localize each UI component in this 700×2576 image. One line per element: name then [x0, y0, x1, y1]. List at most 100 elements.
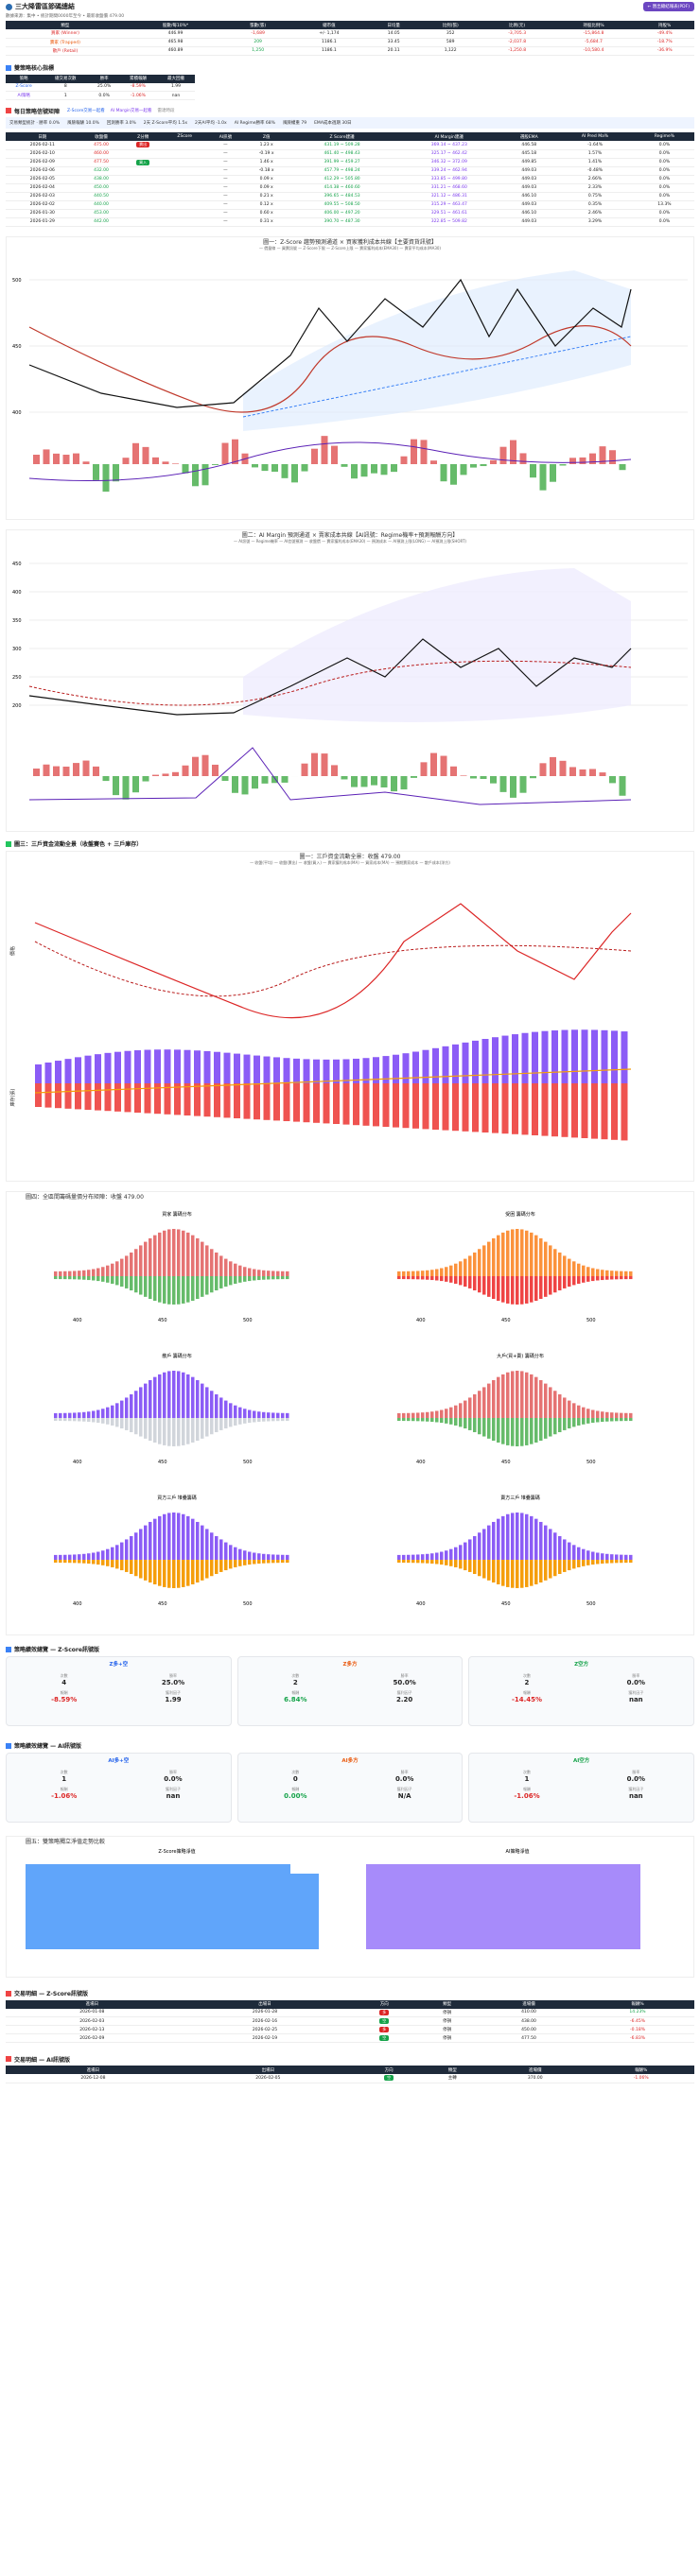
zscore-bar — [341, 463, 348, 467]
dist-bar — [530, 1275, 534, 1303]
chart-distribution-matrix: 圖四：全區間籌碼量價分布矩陣：收盤 479.00 買家 籌碼分布 400 450 50… — [6, 1190, 694, 1635]
table-cell: 460.89 — [124, 46, 227, 56]
dist-bar — [92, 1417, 96, 1423]
zscore-bar — [400, 456, 408, 464]
inventory-bar-down — [243, 1082, 251, 1119]
table-cell: 409.55 ~ 508.50 — [289, 200, 396, 210]
zscore-bar — [152, 457, 159, 464]
inventory-bar-down — [501, 1082, 509, 1133]
dist-bar — [87, 1417, 91, 1422]
ai-bar — [440, 755, 447, 776]
dist-bar — [186, 1232, 190, 1276]
section-zscore-perf: 策略績效總覽 — Z-Score訊號版 — [0, 1643, 700, 1656]
dist-bar — [96, 1268, 100, 1276]
inventory-bar-down — [55, 1082, 61, 1108]
dist-bar — [558, 1417, 562, 1432]
ai-bar — [360, 775, 368, 787]
table-cell: 460.00 — [79, 149, 124, 159]
table-cell: 0.0% — [89, 91, 119, 100]
dist-bar — [158, 1417, 162, 1444]
dist-bar — [243, 1559, 247, 1565]
table-cell: 停損 — [417, 2016, 478, 2026]
tab-ai-margin[interactable]: AI Margin交易一起看 — [110, 109, 152, 113]
dist-bar — [281, 1275, 285, 1279]
table-row: 2026-01-30 453.00 —0.60 x 406.00 ~ 497.20 32… — [6, 209, 694, 218]
section-title: 交易明細 — Z-Score訊號版 — [14, 1991, 88, 1997]
table-cell: — — [206, 166, 245, 176]
metric-cell: 勝率 0.0% — [582, 1766, 691, 1783]
table-cell: 446.10 — [502, 209, 556, 218]
dist-bar — [568, 1258, 571, 1276]
table-cell: -1.06% — [119, 91, 157, 100]
dist-bar — [177, 1228, 181, 1276]
dist-bar — [596, 1275, 600, 1281]
dist-bar — [271, 1417, 275, 1421]
signal-col-2: Z分類 — [123, 132, 163, 141]
inventory-bar-down — [84, 1082, 92, 1110]
ai-bar — [172, 771, 179, 776]
metric-value: nan — [166, 1791, 181, 1800]
x-tick: 500 — [243, 1460, 253, 1465]
dist-bar — [558, 1535, 562, 1560]
trade-col-0: 進場日 — [6, 1999, 179, 2009]
dist-bar — [497, 1518, 500, 1560]
inventory-bar-up — [313, 1059, 320, 1083]
zscore-bar — [53, 453, 60, 464]
table-cell: -3,705.3 — [481, 29, 552, 39]
inventory-bar-down — [412, 1082, 419, 1129]
tab-radar[interactable]: 雷達時段 — [157, 109, 175, 113]
dist-bar — [92, 1551, 96, 1560]
table-cell: 2026-02-06 — [6, 166, 79, 176]
legend-item: — 散戶成本(淨方) — [419, 859, 450, 865]
table-cell: 8 — [42, 82, 90, 92]
metric-cell: 獲利因子 nan — [118, 1783, 227, 1800]
dist-bar — [130, 1417, 133, 1432]
metric-cell: 報酬 6.84% — [241, 1686, 350, 1703]
dist-bar — [553, 1248, 557, 1276]
dist-bar — [73, 1553, 77, 1560]
dist-bar — [215, 1275, 219, 1290]
dist-bar — [449, 1407, 453, 1418]
dist-bar — [620, 1559, 623, 1563]
table-row: 2026-12-08 2026-02-05 空 主轉 370.00 -1.06% — [6, 2074, 694, 2083]
dist-bar — [92, 1559, 96, 1565]
x-tick: 400 — [73, 1318, 82, 1323]
dist-bar — [601, 1275, 604, 1280]
ai-bar — [301, 763, 308, 776]
metric-value: 2 — [292, 1678, 298, 1686]
dist-bar — [582, 1407, 586, 1418]
dist-bar — [163, 1230, 166, 1276]
metric-cell: 次數 2 — [241, 1669, 350, 1686]
inventory-bar-up — [551, 1029, 558, 1083]
export-button[interactable]: ← 匯出總結報表(PDF) — [642, 2, 694, 11]
tab-zscore[interactable]: Z-Score交易一起看 — [67, 109, 105, 113]
ai-bar — [589, 768, 596, 776]
dist-bar — [276, 1271, 280, 1276]
inventory-bar-up — [84, 1055, 92, 1083]
dist-bar — [487, 1383, 491, 1418]
dist-bar — [563, 1417, 567, 1430]
table-cell: -0.48% — [555, 166, 635, 176]
table-cell: 589 — [418, 38, 482, 47]
x-tick: 450 — [501, 1601, 511, 1607]
dist-bar — [210, 1417, 214, 1434]
metric-cell: 報酬 0.00% — [241, 1783, 350, 1800]
ai-bar — [490, 775, 497, 784]
dist-bar — [271, 1270, 275, 1276]
inventory-bar-down — [234, 1082, 240, 1118]
section-trade-zscore: 交易明細 — Z-Score訊號版 — [0, 1987, 700, 2000]
dist-bar — [435, 1409, 439, 1418]
dist-bar — [397, 1412, 401, 1418]
dist-bar — [516, 1559, 519, 1588]
panel-title: 買家 籌碼分布 — [162, 1211, 192, 1218]
zscore-bar — [232, 439, 238, 464]
dist-bar — [553, 1559, 557, 1576]
dist-bar — [219, 1396, 223, 1418]
dist-bar — [63, 1554, 67, 1560]
dist-bar — [243, 1549, 247, 1560]
table-cell: 2026-01-08 — [6, 2008, 179, 2017]
dist-bar — [134, 1417, 138, 1434]
dist-bar — [224, 1559, 228, 1570]
ai-bar — [579, 769, 586, 776]
dist-bar — [553, 1390, 557, 1418]
